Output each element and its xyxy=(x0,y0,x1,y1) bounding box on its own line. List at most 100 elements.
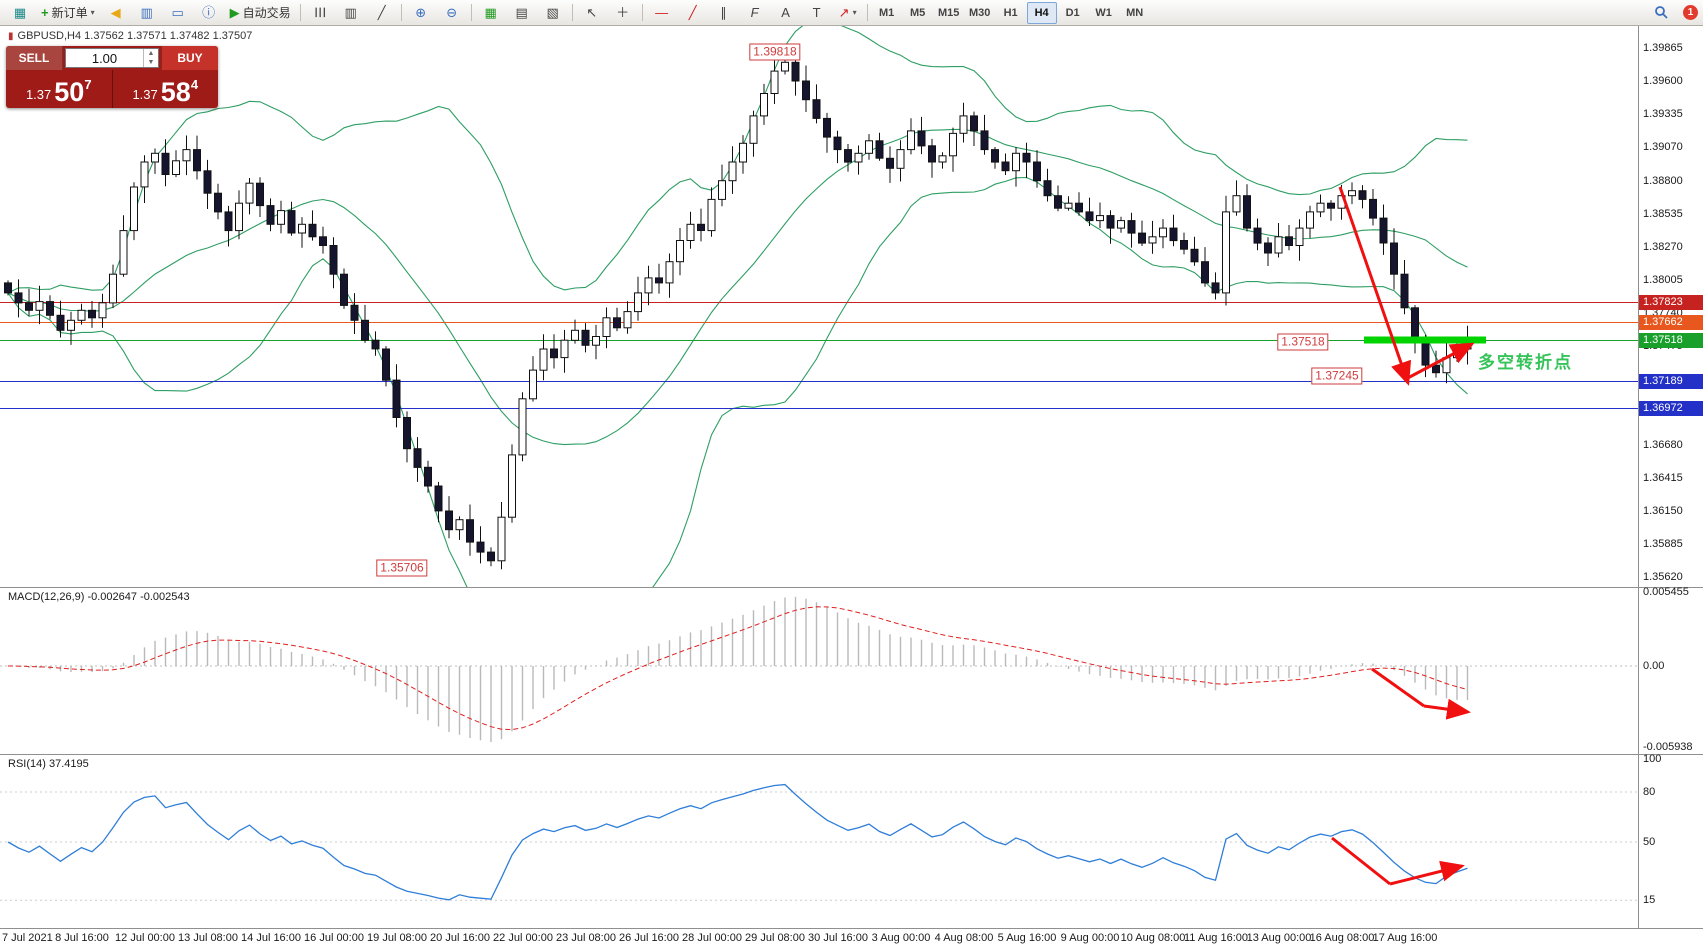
timeframe-button-w1[interactable]: W1 xyxy=(1095,6,1112,19)
bar-chart-icon: ☰ xyxy=(312,6,328,19)
timeframe-button-d1[interactable]: D1 xyxy=(1065,6,1080,19)
toolbar-separator xyxy=(571,4,573,21)
candlestick-series xyxy=(4,53,1472,570)
auto-trading-button[interactable]: ▶ 自动交易 xyxy=(225,2,296,24)
shapes-tool-button[interactable]: ↗ ▾ xyxy=(833,2,863,24)
rsi-label: RSI(14) 37.4195 xyxy=(8,758,89,770)
volume-up-button[interactable]: ▲ xyxy=(147,50,155,57)
volume-input[interactable]: 1.00 ▲ ▼ xyxy=(65,48,159,68)
new-order-button[interactable]: + 新订单 ▾ xyxy=(36,2,100,24)
price-axis-label: 1.35620 xyxy=(1643,571,1683,583)
macd-panel[interactable] xyxy=(0,588,1638,755)
bar-chart-button[interactable]: ☰ xyxy=(305,2,335,24)
chart-price-label: 1.37518 xyxy=(1277,333,1329,351)
macd-label: MACD(12,26,9) -0.002647 -0.002543 xyxy=(8,591,190,603)
trendline-tool-button[interactable]: ╱ xyxy=(678,2,708,24)
macd-canvas xyxy=(0,596,1638,742)
sell-price[interactable]: 1.37 50 7 xyxy=(6,70,113,108)
search-button[interactable] xyxy=(1646,2,1676,24)
candle-chart-button[interactable]: ▥ xyxy=(336,2,366,24)
symbol-ohlc-text: GBPUSD,H4 1.37562 1.37571 1.37482 1.3750… xyxy=(17,30,253,42)
chart-price-label: 1.35706 xyxy=(376,559,428,577)
rsi-axis-label: 15 xyxy=(1643,894,1656,906)
volume-value[interactable]: 1.00 xyxy=(91,50,118,66)
price-level-badge: 1.36972 xyxy=(1639,401,1703,416)
timeframe-button-m30[interactable]: M30 xyxy=(968,6,991,19)
data-window-button[interactable]: ▥ xyxy=(132,2,162,24)
price-level-badge: 1.37662 xyxy=(1639,315,1703,330)
rsi-axis-label: 80 xyxy=(1643,786,1656,798)
zoom-in-button[interactable]: ⊕ xyxy=(406,2,436,24)
trade-panel-top-row: SELL 1.00 ▲ ▼ BUY xyxy=(6,46,218,70)
panel-separator[interactable] xyxy=(0,754,1703,755)
time-axis-label: 13 Jul 08:00 xyxy=(178,932,238,944)
zoom-in-icon: ⊕ xyxy=(415,5,427,20)
template-icon: ▤ xyxy=(515,5,528,20)
price-axis-label: 1.36415 xyxy=(1643,472,1683,484)
horizontal-line-icon: ― xyxy=(655,5,669,20)
hline-tool-button[interactable]: ― xyxy=(647,2,677,24)
channel-tool-button[interactable]: ∥ xyxy=(709,2,739,24)
price-axis-label: 1.38270 xyxy=(1643,241,1683,253)
cursor-button[interactable]: ↖ xyxy=(577,2,607,24)
market-watch-button[interactable]: ◀ xyxy=(101,2,131,24)
notification-badge[interactable]: 1 xyxy=(1683,5,1698,20)
chart-window-button[interactable]: ▦ xyxy=(5,2,35,24)
chart-price-label: 1.37245 xyxy=(1311,367,1363,385)
timeframe-button-m1[interactable]: M1 xyxy=(879,6,895,19)
macd-histogram xyxy=(17,596,1469,742)
timeframe-button-m15[interactable]: M15 xyxy=(937,6,960,19)
navigator-button[interactable]: ▭ xyxy=(163,2,193,24)
tile-windows-icon: ▦ xyxy=(484,5,497,20)
timeframe-button-mn[interactable]: MN xyxy=(1126,6,1144,19)
sell-button[interactable]: SELL xyxy=(6,46,63,70)
timeframe-button-m5[interactable]: M5 xyxy=(910,6,926,19)
profile-icon: ▧ xyxy=(546,5,559,20)
timeframe-button-h1[interactable]: H1 xyxy=(1003,6,1018,19)
profile-button[interactable]: ▧ xyxy=(538,2,568,24)
time-axis-label: 9 Aug 00:00 xyxy=(1060,932,1120,944)
zoom-out-button[interactable]: ⊖ xyxy=(437,2,467,24)
crosshair-button[interactable]: ＋ xyxy=(608,2,638,24)
label-tool-button[interactable]: T xyxy=(802,2,832,24)
line-chart-icon: ╱ xyxy=(377,5,386,20)
buy-price-sup: 4 xyxy=(190,77,199,92)
data-window-icon: ▥ xyxy=(140,5,153,20)
macd-axis-label: -0.005938 xyxy=(1643,741,1693,753)
time-axis-label: 26 Jul 16:00 xyxy=(619,932,679,944)
text-icon: A xyxy=(781,5,790,20)
new-order-label: 新订单 xyxy=(51,6,88,20)
price-axis-label: 1.38800 xyxy=(1643,175,1683,187)
zoom-out-icon: ⊖ xyxy=(446,5,458,20)
template-button[interactable]: ▤ xyxy=(507,2,537,24)
rsi-line xyxy=(7,783,1468,901)
price-axis-label: 1.39070 xyxy=(1643,141,1683,153)
rsi-axis-label: 50 xyxy=(1643,836,1656,848)
price-level-badge: 1.37823 xyxy=(1639,295,1703,310)
macd-axis-label: 0.00 xyxy=(1643,660,1665,672)
terminal-button[interactable]: ⓘ xyxy=(194,2,224,24)
macd-axis-label: 0.005455 xyxy=(1643,586,1689,598)
line-chart-button[interactable]: ╱ xyxy=(367,2,397,24)
search-icon xyxy=(1654,6,1668,19)
panel-separator[interactable] xyxy=(0,587,1703,588)
trade-panel-price-row: 1.37 50 7 1.37 58 4 xyxy=(6,70,218,108)
time-axis-label: 16 Jul 00:00 xyxy=(304,932,364,944)
fibonacci-tool-button[interactable]: F xyxy=(740,2,770,24)
toolbar-separator xyxy=(299,4,301,21)
time-axis-label: 16 Aug 08:00 xyxy=(1309,932,1375,944)
buy-price[interactable]: 1.37 58 4 xyxy=(113,70,219,108)
timeframe-button-h4[interactable]: H4 xyxy=(1026,1,1057,24)
fibonacci-icon: F xyxy=(750,5,759,20)
text-tool-button[interactable]: A xyxy=(771,2,801,24)
volume-down-button[interactable]: ▼ xyxy=(147,59,155,66)
buy-button[interactable]: BUY xyxy=(161,46,218,70)
time-axis-label: 7 Jul 2021 xyxy=(2,932,53,944)
price-chart-canvas xyxy=(0,26,1638,588)
rsi-panel[interactable] xyxy=(0,755,1638,929)
price-chart[interactable] xyxy=(0,26,1638,588)
buy-price-small: 1.37 xyxy=(132,87,158,102)
symbol-chart-icon: ▮ xyxy=(8,30,14,42)
tile-windows-button[interactable]: ▦ xyxy=(476,2,506,24)
macd-signal-line xyxy=(7,606,1468,731)
